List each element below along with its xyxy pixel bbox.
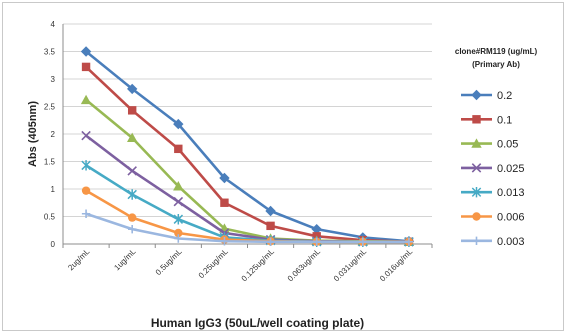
y-tick-label: 4 [51,20,56,29]
data-point [472,115,481,124]
data-point [471,187,482,198]
data-point [312,237,321,246]
x-tick-label: 0.25ug/mL [197,247,230,280]
data-point [81,160,91,171]
x-tick-label: 1ug/mL [112,247,138,273]
data-point [174,228,183,238]
data-point [81,62,91,72]
data-point [81,186,91,195]
legend-label: 0.006 [497,212,525,224]
data-point [127,166,137,176]
series-0.003 [81,209,414,246]
series-line [85,50,410,243]
data-point [219,172,230,184]
chart-frame [2,2,564,331]
legend-label: 0.1 [497,114,512,126]
legend-label: 0.05 [497,139,518,151]
x-tick-label: 0.125ug/mL [240,247,277,284]
x-tick-label: 0.031ug/mL [332,247,369,284]
series-line [85,212,409,244]
data-point [126,83,138,95]
y-tick-label: 1 [51,185,56,194]
y-tick-label: 3.5 [44,48,56,57]
legend-label: 0.025 [497,163,525,175]
data-point [266,221,275,231]
legend-title: clone#RM119 (ug/mL) [455,47,538,56]
y-tick-label: 1.5 [44,158,56,167]
data-point [173,181,184,191]
data-point [220,237,229,246]
y-tick-label: 3 [51,75,56,84]
legend-item: 0.05 [461,138,518,151]
y-tick-labels: 0 0.5 1 1.5 2 2.5 3 3.5 4 [44,20,56,249]
data-point [472,236,481,245]
data-point [173,214,184,225]
data-point [471,163,482,173]
legend-item: 0.006 [461,212,525,224]
legend-title: (Primary Ab) [472,60,520,69]
data-point [472,212,481,221]
data-point [127,224,137,234]
x-tick-label: 0.016ug/mL [378,247,415,284]
data-point [174,234,183,243]
data-point [173,118,184,130]
legend-label: 0.2 [497,90,512,102]
data-point [358,237,368,246]
legend-item: 0.003 [461,236,525,248]
legend: clone#RM119 (ug/mL) (Primary Ab) 0.2 0.1 0.0… [455,47,538,248]
series-line [85,65,409,244]
data-point [81,130,91,141]
data-point [220,198,229,207]
x-tick-label: 0.5ug/mL [154,247,184,277]
legend-item: 0.025 [461,163,525,175]
data-point [404,237,414,246]
legend-label: 0.013 [497,187,525,199]
data-point [471,89,482,101]
x-tick-label: 0.063ug/mL [286,247,323,284]
data-point [80,94,92,105]
data-point [127,213,137,222]
y-tick-label: 0 [51,240,56,249]
y-tick-label: 2 [51,130,56,139]
x-axis-title: Human IgG3 (50uL/well coating plate) [151,316,364,330]
legend-label: 0.003 [497,236,525,248]
data-point [126,132,138,143]
data-point [311,223,322,235]
x-tick-label: 2ug/mL [66,247,92,273]
y-axis-title: Abs (405nm) [27,101,39,167]
data-point [81,209,91,218]
legend-item: 0.013 [461,187,525,199]
y-tick-label: 2.5 [44,103,56,112]
legend-item: 0.2 [461,89,512,102]
data-point [127,106,137,115]
data-point [266,237,275,246]
data-point [173,196,184,207]
y-tick-label: 0.5 [44,213,56,222]
data-point [174,144,183,154]
data-point [471,138,482,148]
data-point [265,205,276,217]
data-point [127,189,137,200]
x-tick-labels: 2ug/mL 1ug/mL 0.5ug/mL 0.25ug/mL 0.125ug/mL 0… [66,247,414,284]
legend-item: 0.1 [461,114,512,126]
data-point [80,46,92,57]
